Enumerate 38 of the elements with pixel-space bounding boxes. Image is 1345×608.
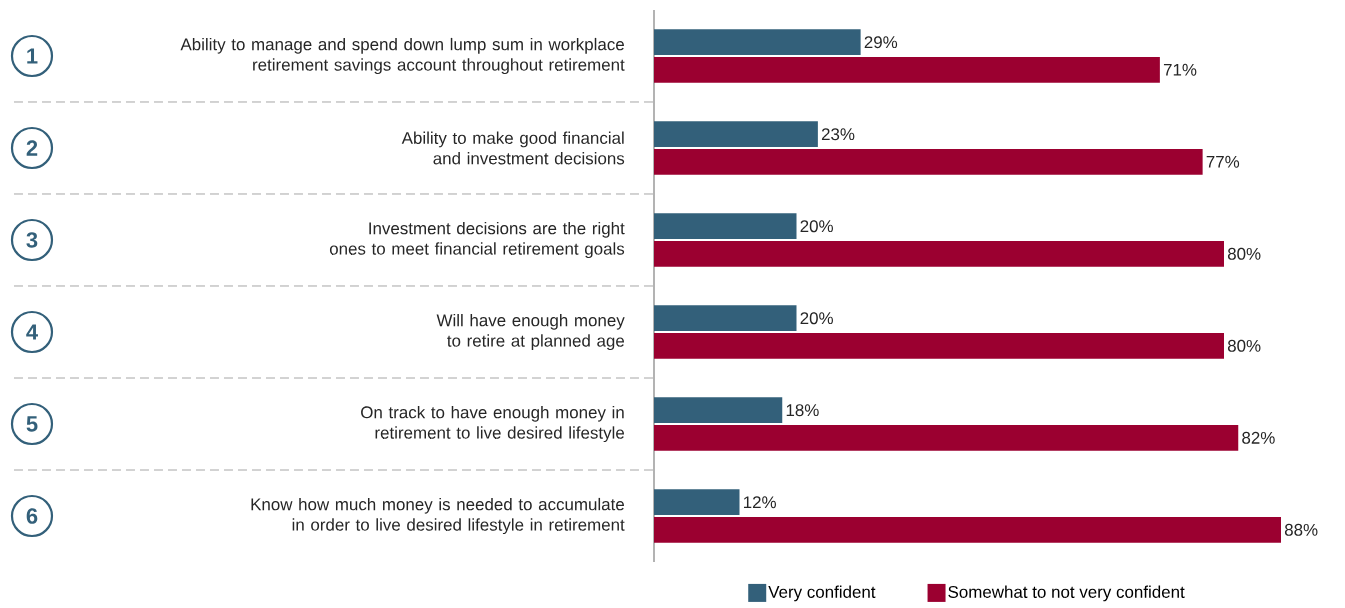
bar [654, 332, 1224, 359]
y-tick-label: Know how much money is needed to accumulate in order to live desired lifestyle in retirement [251, 497, 625, 535]
data-label: 88% [1284, 523, 1318, 536]
y-tick-label: Investment decisions are the right ones to meet financial retirement goals [329, 221, 625, 259]
text: 2 [26, 140, 38, 156]
bar [654, 305, 797, 332]
bar [654, 213, 797, 240]
data-label: 20% [800, 312, 833, 325]
text: 1 [27, 48, 38, 64]
bar [654, 397, 783, 424]
y-tick-label: On track to have enough money in retirement to live desired lifestyle [361, 405, 625, 443]
bar [654, 56, 1160, 83]
y-tick-label: Will have enough money to retire at planned age [436, 313, 625, 351]
data-label: 20% [800, 220, 833, 233]
text: 6 [26, 508, 38, 524]
data-label: 18% [786, 404, 819, 417]
data-label: 71% [1163, 63, 1197, 76]
data-label: 80% [1227, 247, 1261, 260]
legend-label: Somewhat to not very confident [948, 585, 1185, 602]
data-label: 12% [744, 496, 776, 509]
data-label: 80% [1227, 339, 1261, 352]
data-label: 29% [864, 36, 898, 49]
bar [654, 148, 1203, 175]
data-label: 23% [821, 128, 855, 141]
bar [654, 29, 861, 56]
bar [654, 240, 1224, 267]
text: 4 [26, 324, 38, 340]
bar [654, 516, 1281, 543]
y-tick-label: Ability to manage and spend down lump sum in workplace retirement savings account throughout retirement [180, 37, 625, 75]
bar [654, 121, 818, 148]
data-label: 82% [1242, 431, 1275, 444]
text: 3 [26, 232, 38, 248]
y-tick-label: Ability to make good financial and investment decisions [401, 131, 625, 165]
bar [654, 489, 740, 516]
legend-label: Very confident [768, 585, 876, 602]
text: 5 [26, 416, 38, 432]
data-label: 77% [1206, 155, 1240, 168]
bar [654, 424, 1239, 451]
